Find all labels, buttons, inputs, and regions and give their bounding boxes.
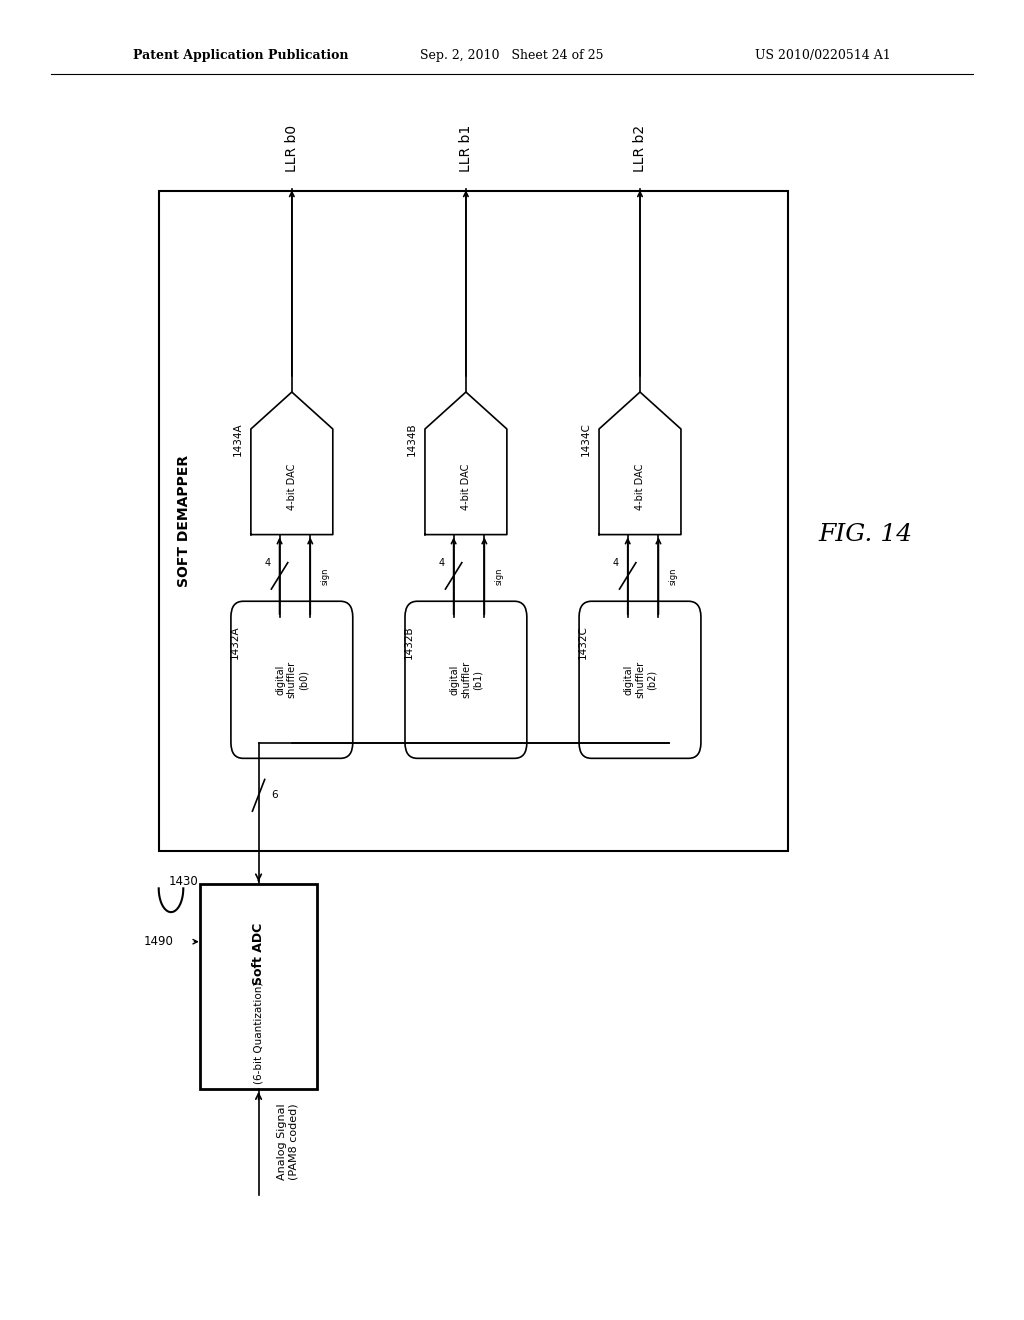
Text: 1490: 1490 xyxy=(143,935,173,948)
Text: 1434A: 1434A xyxy=(232,422,243,457)
Text: digital
shuffler
(b1): digital shuffler (b1) xyxy=(450,661,482,698)
Text: digital
shuffler
(b2): digital shuffler (b2) xyxy=(624,661,656,698)
Text: sign: sign xyxy=(321,568,330,585)
Text: Sep. 2, 2010   Sheet 24 of 25: Sep. 2, 2010 Sheet 24 of 25 xyxy=(420,49,604,62)
Text: Analog Signal
(PAM8 coded): Analog Signal (PAM8 coded) xyxy=(276,1104,299,1180)
Polygon shape xyxy=(599,392,681,535)
Text: Patent Application Publication: Patent Application Publication xyxy=(133,49,348,62)
Text: 1432B: 1432B xyxy=(404,626,414,659)
Text: LLR b2: LLR b2 xyxy=(633,124,647,172)
Text: 4-bit DAC: 4-bit DAC xyxy=(461,463,471,511)
Text: SOFT DEMAPPER: SOFT DEMAPPER xyxy=(177,455,191,587)
Text: 4-bit DAC: 4-bit DAC xyxy=(635,463,645,511)
Text: 4: 4 xyxy=(612,557,618,568)
Bar xyxy=(200,884,317,1089)
Text: Soft ADC: Soft ADC xyxy=(252,923,265,985)
Text: US 2010/0220514 A1: US 2010/0220514 A1 xyxy=(755,49,891,62)
Text: LLR b1: LLR b1 xyxy=(459,124,473,172)
FancyBboxPatch shape xyxy=(230,602,352,758)
Bar xyxy=(159,191,788,851)
Text: 1432C: 1432C xyxy=(579,626,588,659)
Polygon shape xyxy=(425,392,507,535)
Text: 1430: 1430 xyxy=(169,875,199,888)
FancyBboxPatch shape xyxy=(406,602,526,758)
Polygon shape xyxy=(251,392,333,535)
Text: 4-bit DAC: 4-bit DAC xyxy=(287,463,297,511)
Text: 1432A: 1432A xyxy=(230,626,240,659)
Text: 1434C: 1434C xyxy=(581,422,591,457)
Text: 4: 4 xyxy=(264,557,270,568)
FancyBboxPatch shape xyxy=(580,602,700,758)
Text: 4: 4 xyxy=(438,557,444,568)
Text: FIG. 14: FIG. 14 xyxy=(818,523,912,546)
Text: sign: sign xyxy=(495,568,504,585)
Text: (6-bit Quantization): (6-bit Quantization) xyxy=(254,982,263,1084)
Text: 6: 6 xyxy=(270,791,278,800)
Text: digital
shuffler
(b0): digital shuffler (b0) xyxy=(275,661,308,698)
Text: 1434B: 1434B xyxy=(407,422,417,457)
Text: sign: sign xyxy=(669,568,678,585)
Text: LLR b0: LLR b0 xyxy=(285,124,299,172)
